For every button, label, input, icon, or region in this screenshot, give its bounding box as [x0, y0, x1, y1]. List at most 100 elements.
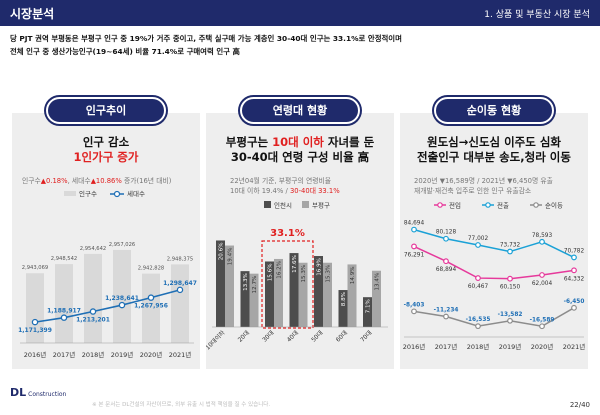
panel1-sub-prefix: 인구수 [22, 177, 41, 185]
bar-label-incheon: 17.6% [292, 255, 298, 273]
bar-households [142, 273, 160, 343]
point-label-population: 1,188,917 [47, 308, 81, 315]
tick-label-year: 2017년 [435, 342, 458, 351]
legend-label-net: 순이동 [545, 201, 563, 210]
panel2-sub-line2: 10대 이하 19.4% / 30-40대 33.1% [230, 185, 340, 195]
bar-incheon [216, 240, 225, 327]
bar-label-households: 2,957,026 [109, 242, 135, 248]
panel-age: 부평구는 10대 이하 자녀를 둔 30-40대 연령 구성 비율 高 22년0… [206, 113, 394, 369]
point-label-in: 64,332 [564, 276, 585, 282]
point-in [475, 275, 481, 281]
panel2-headline-line2: 30-40대 연령 구성 비율 高 [230, 150, 370, 164]
panel1-headline: 인구 감소 1인가구 증가 [12, 135, 200, 165]
bar-households [171, 264, 189, 343]
bar-bupyeong [298, 262, 308, 327]
bar-label-incheon: 13.3% [243, 273, 249, 291]
pill-migration: 순이동 현황 [434, 97, 554, 124]
point-in [539, 272, 545, 278]
point-in [507, 275, 513, 282]
panel2-headline: 부평구는 10대 이하 자녀를 둔 30-40대 연령 구성 비율 高 [206, 135, 394, 165]
point-in [571, 267, 577, 274]
point-population [118, 301, 126, 309]
bar-incheon [338, 290, 348, 327]
point-label-net: -6,450 [564, 299, 585, 305]
point-label-net: -11,234 [434, 308, 459, 314]
point-out [411, 226, 417, 233]
point-out [507, 248, 513, 255]
panel2-headline-a: 부평구는 [225, 135, 273, 149]
chart-age: 인천시 부평구 33.1% 20.6% 19.4% 10대이하 13.3% 12.7% 20대 1… [206, 201, 388, 352]
panel2-headline-b: 10대 이하 [272, 135, 324, 149]
bar-incheon [363, 297, 372, 327]
bar-incheon [265, 261, 274, 327]
pill-age: 연령대 현황 [240, 97, 360, 124]
point-population [60, 314, 68, 321]
point-label-out: 73,732 [500, 243, 521, 249]
point-label-in: 62,004 [532, 281, 553, 287]
panel1-sub-mid: , 세대수 [67, 177, 91, 185]
pill-population: 인구추이 [46, 97, 166, 124]
point-in [443, 258, 449, 265]
bar-bupyeong [249, 273, 259, 327]
page-title: 시장분석 [10, 7, 55, 21]
panel1-sub-a: ▲0.18% [40, 177, 68, 185]
bar-incheon [314, 256, 323, 327]
point-label-out: 77,002 [468, 236, 489, 242]
intro-line-2: 전체 인구 중 생산가능인구(19~64세) 비율 71.4%로 구매여력 인구… [10, 47, 240, 56]
bar-label-households: 2,954,642 [80, 246, 106, 252]
tick-label-age: 20대 [236, 329, 251, 344]
tick-label-year: 2020년 [531, 342, 554, 351]
bar-bupyeong [347, 264, 357, 327]
point-label-net: -13,582 [498, 312, 523, 318]
tick-label-year: 2018년 [82, 350, 105, 359]
point-label-out: 84,694 [404, 221, 425, 227]
legend-label-households: 인구수 [79, 189, 97, 198]
point-net [411, 308, 417, 315]
tick-label-year: 2018년 [467, 342, 490, 351]
tick-label-year: 2016년 [403, 342, 426, 351]
legend-marker-in [437, 202, 443, 208]
legend-marker-population [113, 190, 121, 198]
point-label-net: -8,403 [404, 302, 425, 308]
bar-households [26, 273, 44, 343]
bar-label-incheon: 15.6% [268, 263, 274, 281]
panel3-headline-line1: 원도심→신도심 이주도 심화 [426, 135, 562, 149]
panel2-headline-line1: 부평구는 10대 이하 자녀를 둔 [206, 135, 394, 150]
point-population [31, 318, 39, 326]
bar-label-households: 2,942,828 [138, 266, 164, 272]
chart-migration: 전입 전출 순이동 76,291 68,894 60,467 60,150 62,004 64,… [403, 201, 586, 352]
point-label-population: 1,298,647 [163, 280, 197, 287]
logo-sub: Construction [28, 391, 67, 398]
panel2-sub-line1: 22년04월 기준, 부평구의 연령비율 [230, 177, 331, 185]
point-label-net: -16,589 [530, 317, 555, 323]
bar-households [113, 249, 131, 343]
bar-label-households: 2,948,375 [167, 256, 193, 262]
tick-label-age: 10대이하 [206, 328, 227, 351]
bar-label-bupyeong: 15.3% [301, 265, 307, 283]
point-net [475, 323, 481, 330]
point-population [89, 308, 97, 315]
panel1-sub-suffix: 증가(16년 대비) [121, 177, 172, 185]
tick-label-age: 50대 [309, 329, 324, 344]
footer-note: ※ 본 문서는 DL건설의 자산이므로, 외부 유출 시 법적 책임을 질 수 … [92, 402, 271, 408]
point-out [571, 254, 577, 261]
bar-bupyeong [274, 258, 283, 327]
legend-swatch-incheon [264, 201, 271, 208]
point-out [443, 235, 449, 242]
bar-label-bupyeong: 13.4% [375, 273, 381, 291]
panel3-sub-line2: 재개발·재건축 입주로 인한 인구 유출감소 [414, 187, 532, 195]
panel3-headline-line2: 전출인구 대부분 송도,청라 이동 [417, 150, 571, 164]
bar-label-incheon: 20.6% [219, 242, 225, 260]
section-title: 1. 상품 및 부동산 시장 분석 [484, 10, 590, 20]
point-net [507, 317, 513, 324]
point-net [571, 304, 577, 311]
tick-label-year: 2019년 [499, 342, 522, 351]
bar-label-incheon: 7.1% [366, 299, 372, 313]
panel1-subtitle: 인구수▲0.18%, 세대수▲10.86% 증가(16년 대비) [22, 175, 171, 185]
bar-incheon [289, 253, 299, 327]
tick-label-year: 2021년 [563, 342, 586, 351]
header-bar: 시장분석 1. 상품 및 부동산 시장 분석 [0, 0, 600, 26]
tick-label-age: 40대 [285, 329, 300, 344]
legend-label-population: 세대수 [127, 189, 145, 198]
point-in [411, 243, 417, 250]
